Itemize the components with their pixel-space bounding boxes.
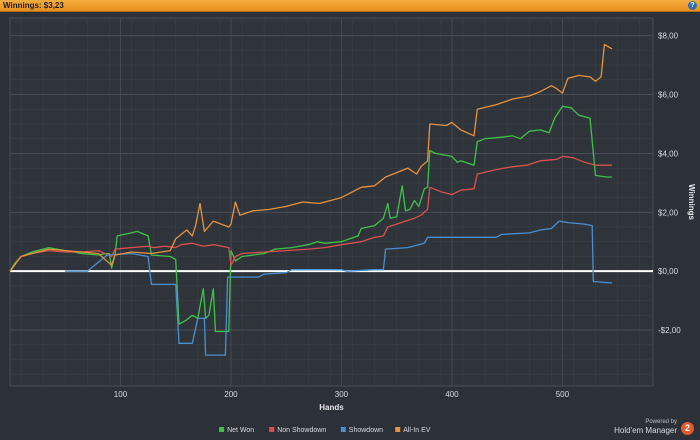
legend-swatch [269,427,275,432]
x-tick-label: 400 [445,390,459,399]
legend-label: Net Won [227,427,254,434]
legend-swatch [340,427,346,432]
x-tick-label: 200 [224,390,238,399]
y-tick-label: $6,00 [658,91,679,100]
legend-label: All-In EV [403,427,431,434]
legend: Net Won Non Showdown Showdown All-In EV [219,427,431,434]
legend-swatch [219,427,225,432]
help-icon[interactable]: ? [688,1,697,10]
title-bar: Winnings: $3,23 ? [0,0,700,12]
product-name: Hold'em Manager [614,426,677,435]
series-line-showdown [65,220,613,356]
series-line-non-showdown [9,155,613,272]
legend-swatch [395,427,401,432]
x-tick-label: 100 [114,390,128,399]
winnings-title: Winnings: $3,23 [3,1,64,10]
powered-by-label: Powered by [645,419,677,425]
x-tick-label: 300 [335,390,349,399]
branding: Powered by Hold'em Manager 2 [614,419,694,436]
x-tick-label: 500 [556,390,570,399]
series-line-all-in-ev [9,43,613,272]
product-logo-icon: 2 [681,422,694,435]
plot-area [9,17,654,387]
y-tick-label: $8,00 [658,32,679,41]
winnings-chart: 100 200 300 400 500 $8,00 $6,00 $4,00 $2,00 $0,00… [9,17,696,434]
series-line-net-won [9,105,613,333]
y-tick-label: $0,00 [658,267,679,276]
y-tick-label: $2,00 [658,208,679,217]
y-axis-label: Winnings [687,184,696,220]
x-axis-label: Hands [319,403,344,412]
y-tick-label: -$2,00 [658,326,681,335]
y-tick-label: $4,00 [658,149,679,158]
legend-label: Non Showdown [277,427,326,434]
legend-label: Showdown [349,427,383,434]
